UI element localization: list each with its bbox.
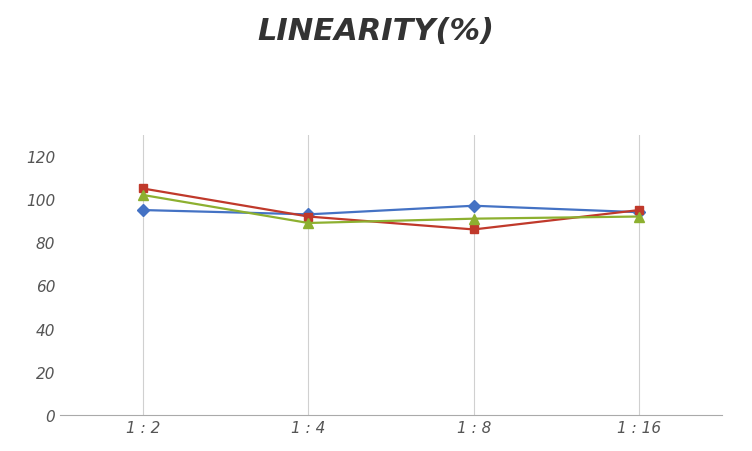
Serum (n=5) [635, 210, 644, 216]
Line: Cell culture media (n=5): Cell culture media (n=5) [138, 191, 644, 228]
Serum (n=5) [304, 212, 313, 217]
EDTA plasma (n=5) [138, 186, 147, 192]
EDTA plasma (n=5) [304, 214, 313, 220]
EDTA plasma (n=5) [635, 208, 644, 213]
Serum (n=5) [469, 203, 478, 209]
Line: EDTA plasma (n=5): EDTA plasma (n=5) [138, 185, 644, 234]
Legend: Serum (n=5), EDTA plasma (n=5), Cell culture media (n=5): Serum (n=5), EDTA plasma (n=5), Cell cul… [60, 0, 634, 5]
Cell culture media (n=5) [138, 193, 147, 198]
Line: Serum (n=5): Serum (n=5) [138, 202, 644, 219]
Serum (n=5) [138, 208, 147, 213]
Cell culture media (n=5) [304, 221, 313, 226]
Cell culture media (n=5) [469, 216, 478, 222]
EDTA plasma (n=5) [469, 227, 478, 233]
Cell culture media (n=5) [635, 214, 644, 220]
Text: LINEARITY(%): LINEARITY(%) [257, 17, 495, 46]
